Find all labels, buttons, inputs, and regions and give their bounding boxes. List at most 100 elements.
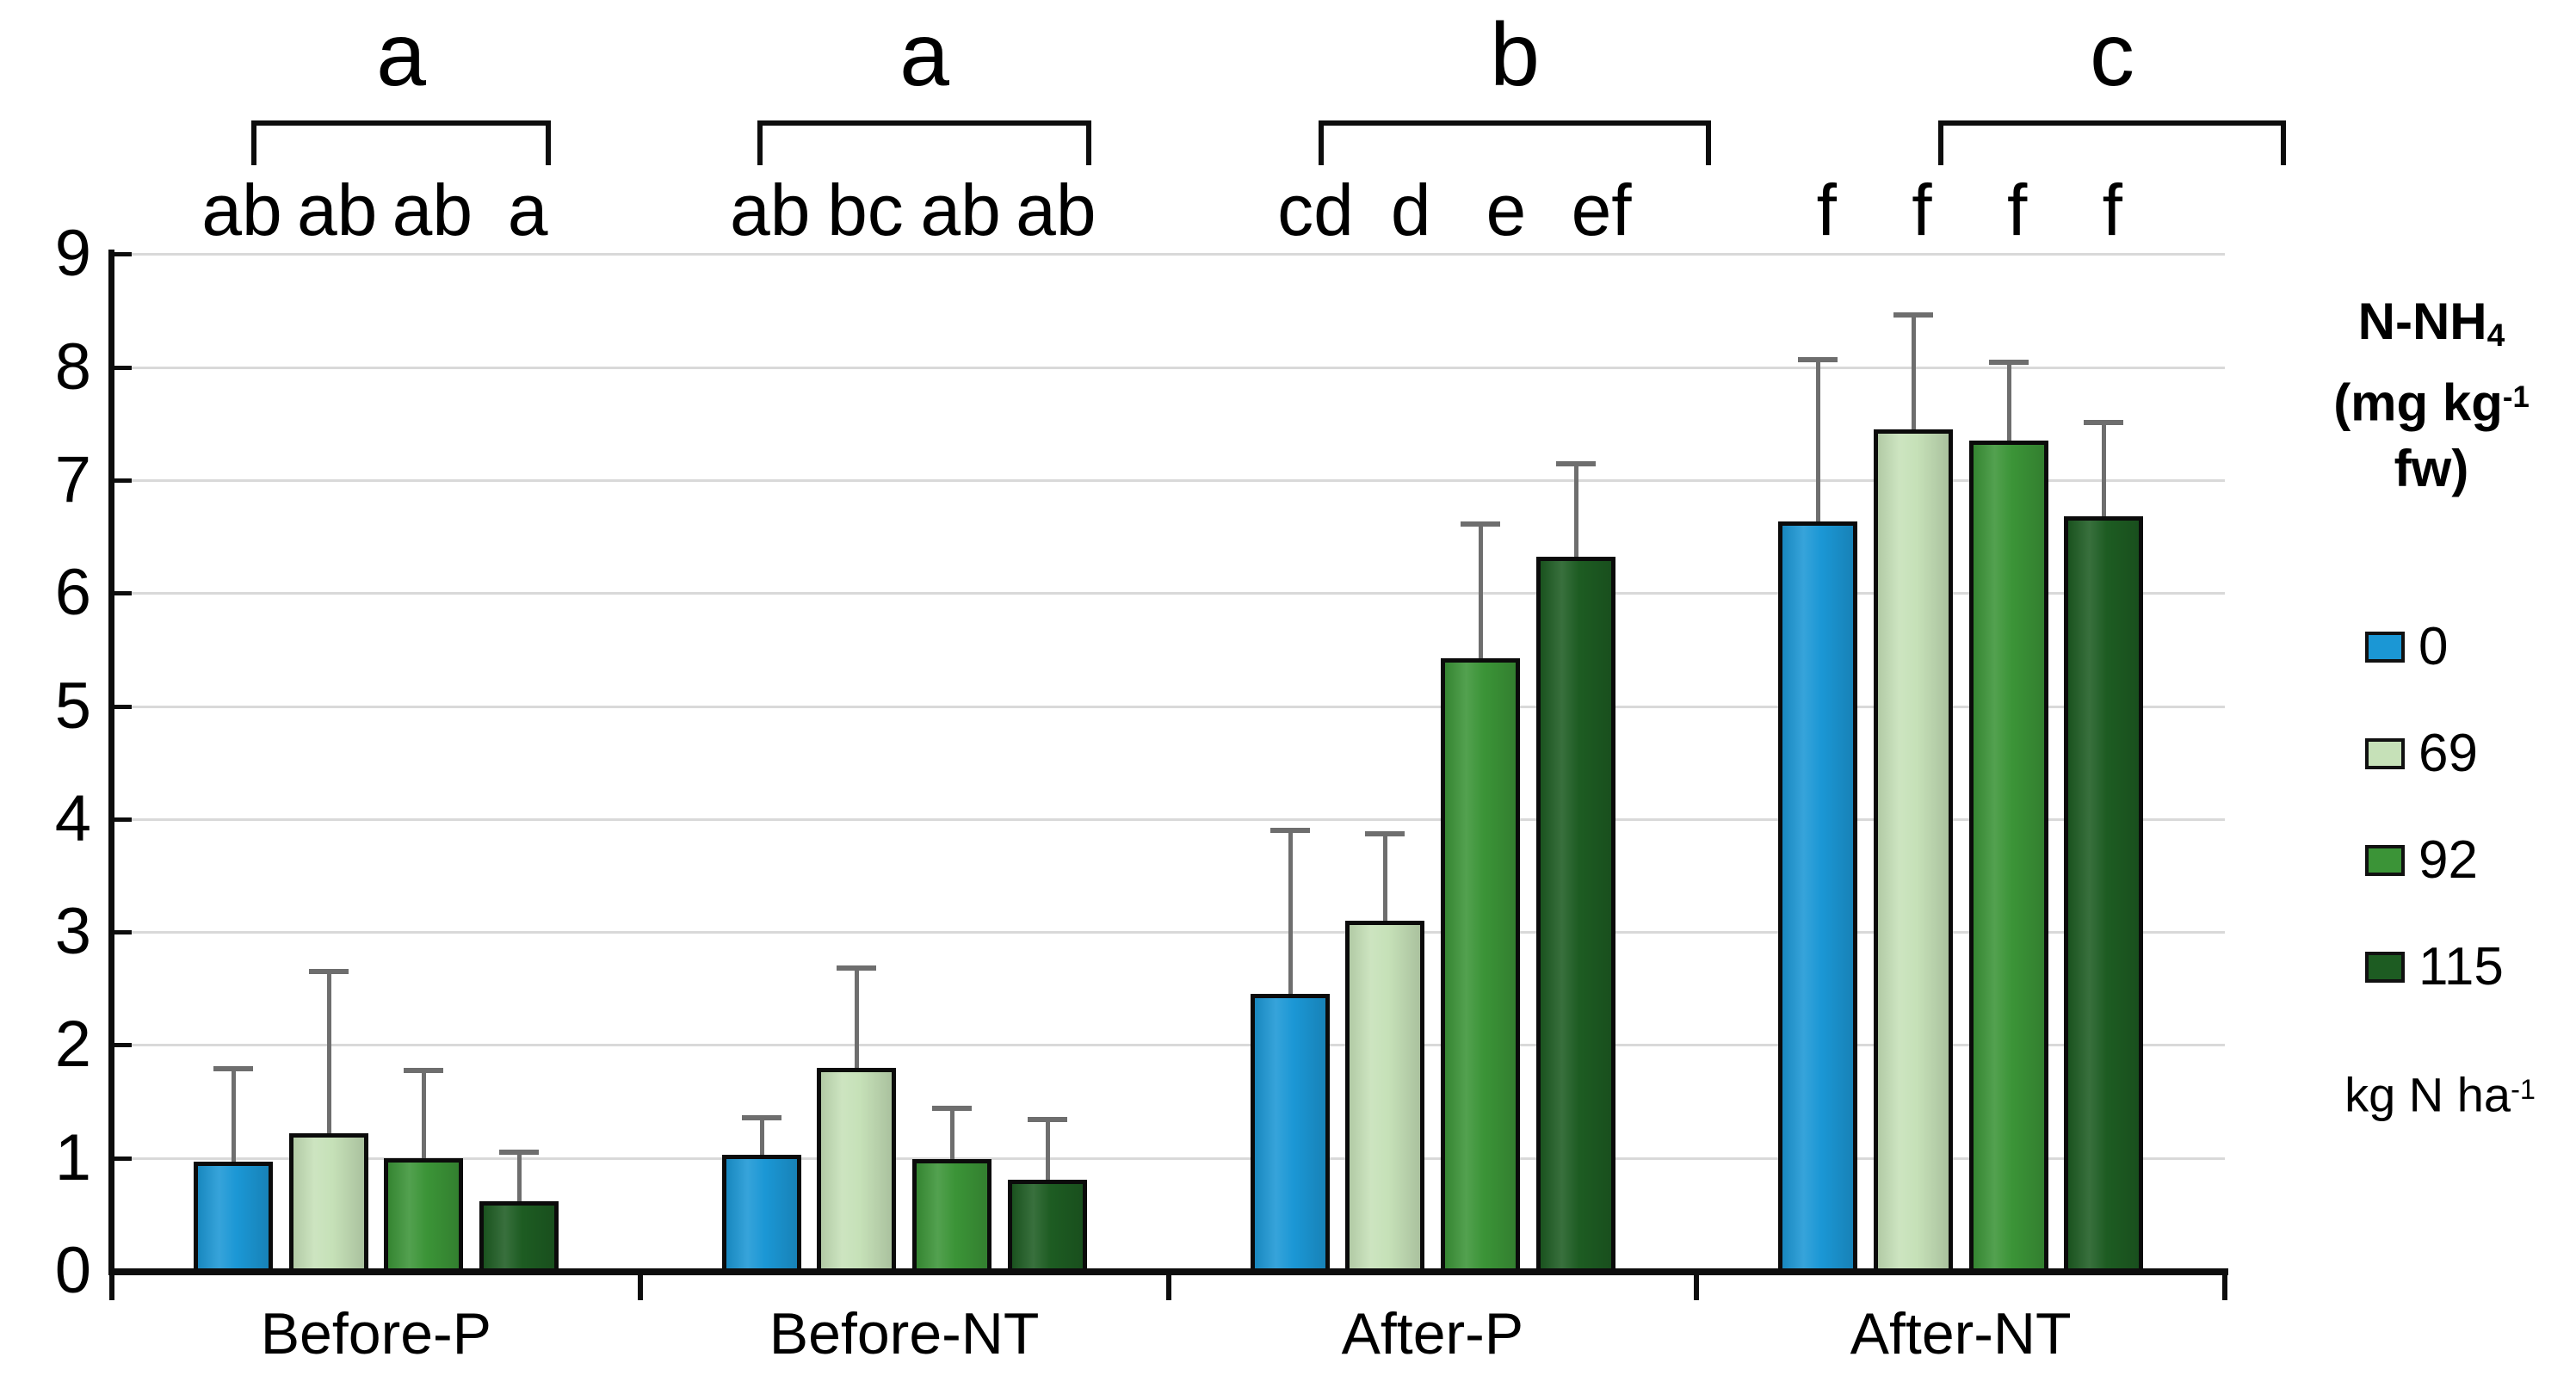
error-bar-line: [1816, 359, 1821, 531]
bar-after-nt-n115: [2064, 515, 2144, 1275]
bar-after-p-n115: [1535, 557, 1615, 1275]
error-bar-line: [1911, 313, 1916, 438]
legend-title-line2: (mg kg-1 fw): [2289, 365, 2573, 502]
legend-title-main: N-NH: [2357, 293, 2487, 350]
legend-swatch-n0: [2365, 632, 2405, 663]
bar-before-p-n92: [384, 1157, 464, 1275]
bar-after-p-n92: [1440, 658, 1520, 1275]
y-axis-tick-5: [114, 704, 132, 709]
x-category-label-before-p: Before-P: [260, 1301, 492, 1366]
legend-label-n92: 92: [2418, 830, 2478, 890]
error-bar-cap: [1269, 827, 1310, 833]
y-tick-label-3: 3: [54, 895, 91, 969]
error-bar-cap: [1027, 1116, 1067, 1122]
error-bar-cap: [1988, 360, 2029, 366]
error-bar-cap: [1555, 461, 1596, 467]
gridline-5: [114, 705, 2225, 708]
y-axis-tick-7: [114, 478, 132, 483]
sig-letter: ab: [296, 170, 378, 250]
legend-units-post: fw): [2394, 439, 2469, 497]
sig-letter: f: [2006, 170, 2028, 250]
sig-letter: ab: [201, 170, 282, 250]
legend-unit-note: kg N ha-1: [2307, 1062, 2573, 1123]
legend-units-pre: (mg kg: [2333, 373, 2503, 432]
error-bar-cap: [741, 1115, 781, 1121]
legend-title-line1: N-NH4: [2289, 289, 2573, 367]
group-sig-letter: b: [1490, 5, 1540, 105]
bar-before-p-n0: [194, 1161, 273, 1275]
error-bar-line: [2006, 361, 2011, 449]
y-axis-tick-6: [114, 591, 132, 596]
group-bracket: [1319, 120, 1711, 126]
group-bracket-end-left: [251, 120, 256, 165]
sig-letter: ab: [392, 170, 473, 250]
group-bracket-end-right: [546, 120, 551, 165]
group-sig-letter: c: [2090, 5, 2134, 105]
sig-letter: ab: [730, 170, 811, 250]
group-bracket-end-right: [2281, 120, 2286, 165]
sig-letter: cd: [1277, 170, 1354, 250]
bar-before-nt-n115: [1007, 1179, 1087, 1275]
sig-letter: ab: [920, 170, 1001, 250]
group-bracket-end-left: [1319, 120, 1324, 165]
x-category-label-after-nt: After-NT: [1850, 1301, 2072, 1366]
error-bar-cap: [1365, 830, 1405, 836]
y-axis-tick-4: [114, 817, 132, 822]
sig-letter: f: [1816, 170, 1837, 250]
bar-after-nt-n0: [1778, 521, 1858, 1275]
legend-swatch-n92: [2365, 845, 2405, 876]
error-bar-line: [232, 1067, 236, 1170]
group-sig-letter: a: [376, 5, 426, 105]
error-bar-cap: [1460, 521, 1500, 527]
y-tick-label-0: 0: [54, 1234, 91, 1307]
error-bar-cap: [404, 1068, 444, 1074]
group-bracket-end-left: [757, 120, 763, 165]
error-bar-cap: [213, 1065, 253, 1071]
x-category-label-before-nt: Before-NT: [769, 1301, 1040, 1366]
error-bar-line: [326, 970, 331, 1142]
y-axis-line: [108, 250, 114, 1275]
group-bracket-end-right: [1706, 120, 1711, 165]
x-axis-tick-1: [637, 1271, 643, 1300]
error-bar-cap: [2084, 419, 2124, 425]
bar-before-p-n69: [288, 1132, 368, 1275]
legend-note-main: kg N ha: [2344, 1067, 2511, 1122]
sig-letter: ef: [1571, 170, 1632, 250]
legend-title-subscript: 4: [2486, 317, 2505, 354]
bar-after-p-n0: [1250, 994, 1330, 1275]
gridline-1: [114, 1157, 2225, 1160]
gridline-2: [114, 1044, 2225, 1047]
y-tick-label-5: 5: [54, 669, 91, 743]
x-axis-tick-0: [109, 1271, 114, 1300]
group-sig-letter: a: [899, 5, 949, 105]
sig-letter: f: [2102, 170, 2123, 250]
bar-after-nt-n69: [1873, 429, 1953, 1275]
gridline-3: [114, 931, 2225, 934]
x-category-label-after-p: After-P: [1341, 1301, 1524, 1366]
error-bar-line: [1288, 829, 1293, 1003]
error-bar-line: [1045, 1118, 1050, 1188]
gridline-6: [114, 592, 2225, 595]
gridline-4: [114, 817, 2225, 821]
error-bar-line: [1573, 463, 1578, 566]
y-tick-label-9: 9: [54, 217, 91, 291]
error-bar-line: [855, 966, 860, 1076]
y-tick-label-7: 7: [54, 442, 91, 516]
bar-before-nt-n92: [912, 1159, 992, 1275]
gridline-9: [114, 253, 2225, 256]
error-bar-cap: [932, 1105, 973, 1111]
y-axis-tick-9: [114, 252, 132, 257]
group-bracket-end-left: [1938, 120, 1943, 165]
bar-after-p-n69: [1345, 920, 1425, 1275]
sig-letter: ab: [1016, 170, 1096, 250]
y-tick-label-4: 4: [54, 781, 91, 855]
bar-before-p-n115: [479, 1200, 559, 1275]
error-bar-line: [1478, 522, 1483, 668]
error-bar-line: [759, 1117, 764, 1163]
legend-label-n0: 0: [2418, 617, 2449, 676]
group-bracket-end-right: [1086, 120, 1091, 165]
error-bar-line: [517, 1150, 522, 1210]
y-tick-label-1: 1: [54, 1120, 91, 1194]
gridline-8: [114, 366, 2225, 369]
legend-label-n69: 69: [2418, 724, 2478, 783]
